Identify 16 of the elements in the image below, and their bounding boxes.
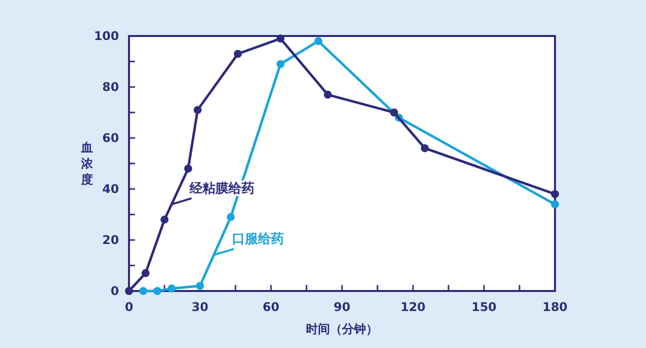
y-axis-title: 血浓度 xyxy=(80,140,94,186)
x-tick-label: 120 xyxy=(400,300,426,314)
series-label: 口服给药 xyxy=(232,230,284,247)
x-tick-label: 60 xyxy=(262,300,280,314)
x-tick-label: 180 xyxy=(542,300,568,314)
x-axis-title: 时间（分钟） xyxy=(306,322,378,336)
y-tick-label: 40 xyxy=(102,182,119,196)
y-tick-label: 100 xyxy=(94,29,119,43)
y-tick-label: 0 xyxy=(110,284,119,298)
x-tick-label: 30 xyxy=(192,300,208,314)
y-tick-label: 60 xyxy=(102,131,119,145)
y-tick-label: 20 xyxy=(102,233,119,247)
x-tick-label: 90 xyxy=(334,300,350,314)
y-tick-label: 80 xyxy=(102,80,119,94)
x-tick-label: 150 xyxy=(471,300,497,314)
x-tick-label: 0 xyxy=(124,300,134,314)
